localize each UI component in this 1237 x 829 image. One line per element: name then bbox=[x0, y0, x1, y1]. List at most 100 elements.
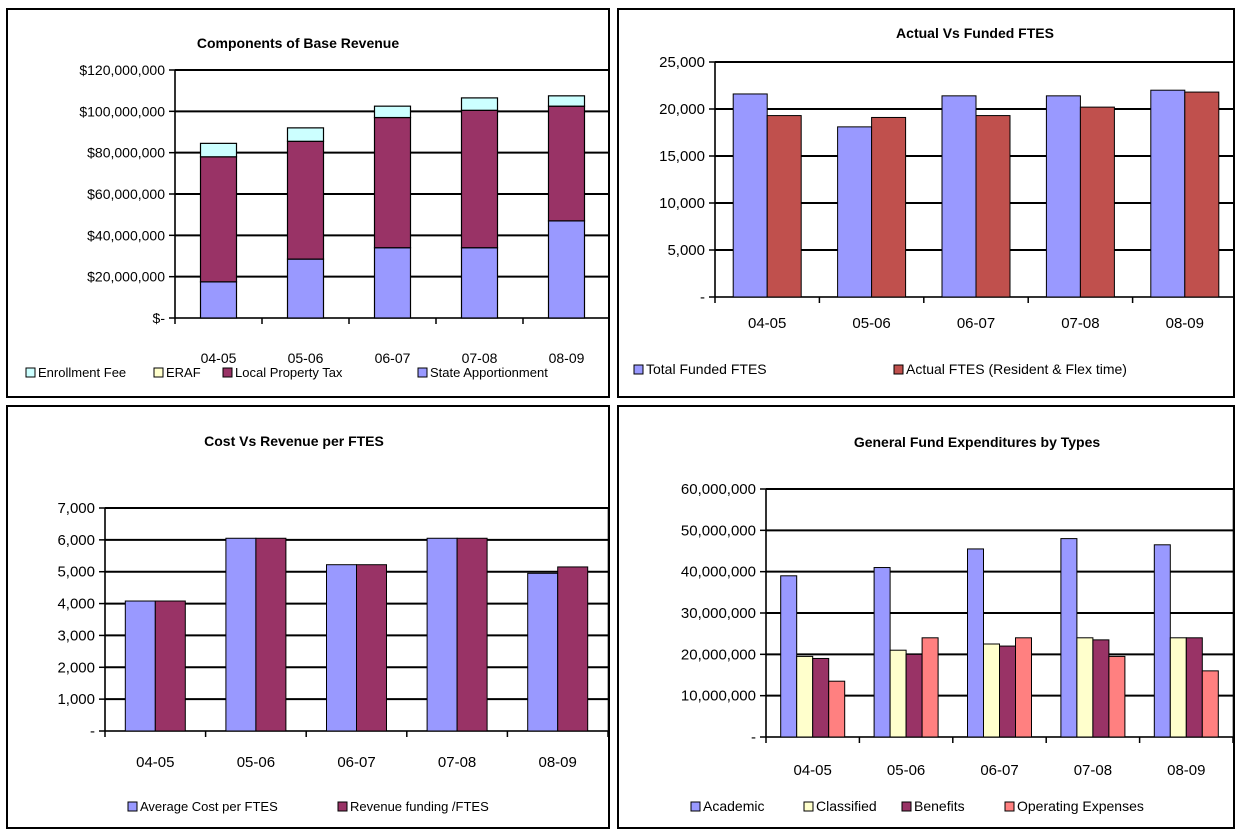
x-tick-label: 07-08 bbox=[1074, 762, 1112, 779]
cost-revenue-chart: Cost Vs Revenue per FTES - 1,000 2,000 3,00… bbox=[57, 433, 608, 814]
y-tick-label: 7,000 bbox=[57, 500, 95, 517]
y-tick-label: 30,000,000 bbox=[681, 605, 756, 622]
y-tick-label: 40,000,000 bbox=[681, 564, 756, 581]
x-tick-label: 08-09 bbox=[539, 754, 577, 771]
ftes-chart: Actual Vs Funded FTES - 5,000 10,000 15,000… bbox=[633, 25, 1233, 377]
bar bbox=[547, 95, 586, 107]
x-tick-label: 04-05 bbox=[794, 762, 832, 779]
bar bbox=[1169, 637, 1187, 738]
chart-panel-expenditures: General Fund Expenditures by Types - 10,0… bbox=[617, 405, 1235, 829]
bar bbox=[225, 537, 257, 732]
legend-swatch bbox=[417, 367, 428, 378]
x-tick-label: 06-07 bbox=[375, 350, 411, 366]
bar bbox=[456, 537, 488, 732]
legend-swatch bbox=[893, 364, 904, 375]
bar bbox=[1045, 95, 1081, 298]
x-tick-label: 04-05 bbox=[201, 350, 237, 366]
bar bbox=[373, 247, 412, 319]
chart-title: General Fund Expenditures by Types bbox=[854, 434, 1101, 450]
legend-label: Revenue funding /FTES bbox=[350, 799, 489, 814]
bar bbox=[199, 156, 238, 283]
y-tick-label: 3,000 bbox=[57, 627, 95, 644]
bar bbox=[999, 645, 1016, 738]
y-tick-label: $120,000,000 bbox=[79, 62, 165, 78]
bar bbox=[1153, 544, 1171, 738]
chart-title: Components of Base Revenue bbox=[197, 35, 399, 51]
legend-swatch bbox=[633, 364, 644, 375]
bar bbox=[812, 657, 830, 738]
x-tick-label: 07-08 bbox=[1061, 315, 1099, 332]
bar bbox=[557, 566, 589, 732]
bar bbox=[286, 140, 325, 260]
bar bbox=[1185, 637, 1203, 738]
legend-label: Benefits bbox=[914, 798, 965, 814]
y-tick-label: $60,000,000 bbox=[87, 186, 165, 202]
x-tick-label: 08-09 bbox=[1166, 315, 1204, 332]
legend-label: Academic bbox=[703, 798, 764, 814]
legend-label: Actual FTES (Resident & Flex time) bbox=[906, 361, 1127, 377]
bar bbox=[975, 115, 1011, 298]
bar bbox=[871, 116, 907, 298]
bar bbox=[460, 97, 499, 111]
bar bbox=[199, 281, 238, 319]
x-tick-label: 07-08 bbox=[462, 350, 498, 366]
bar bbox=[373, 105, 412, 119]
bar bbox=[796, 655, 814, 738]
y-tick-label: 4,000 bbox=[57, 596, 95, 613]
bar bbox=[1060, 538, 1078, 738]
bar bbox=[154, 600, 186, 732]
legend-label: Total Funded FTES bbox=[646, 361, 767, 377]
bar bbox=[1150, 89, 1186, 298]
x-tick-label: 08-09 bbox=[1167, 762, 1205, 779]
x-tick-label: 05-06 bbox=[887, 762, 925, 779]
y-tick-label: 15,000 bbox=[659, 148, 705, 165]
y-tick-label: 10,000 bbox=[659, 195, 705, 212]
legend-label: Average Cost per FTES bbox=[140, 799, 278, 814]
bar bbox=[124, 600, 156, 732]
y-tick-label: 5,000 bbox=[57, 564, 95, 581]
y-tick-label: - bbox=[90, 723, 95, 740]
y-tick-label: 5,000 bbox=[667, 242, 705, 259]
bar bbox=[426, 537, 458, 732]
y-tick-label: 25,000 bbox=[659, 54, 705, 71]
y-tick-label: - bbox=[751, 729, 756, 746]
legend-swatch bbox=[1004, 801, 1015, 812]
bar bbox=[1079, 106, 1115, 298]
chart-panel-base-revenue: Components of Base Revenue $- $20,000,000… bbox=[6, 8, 610, 398]
y-tick-label: 6,000 bbox=[57, 532, 95, 549]
y-tick-label: 1,000 bbox=[57, 691, 95, 708]
legend-swatch bbox=[337, 801, 348, 812]
y-tick-label: 20,000,000 bbox=[681, 646, 756, 663]
legend-swatch bbox=[127, 801, 138, 812]
legend-swatch bbox=[803, 801, 814, 812]
bar bbox=[527, 572, 559, 732]
base-revenue-chart: Components of Base Revenue $- $20,000,000… bbox=[25, 35, 608, 380]
bar bbox=[547, 220, 586, 319]
bar bbox=[373, 116, 412, 249]
y-tick-label: 10,000,000 bbox=[681, 688, 756, 705]
y-tick-label: 60,000,000 bbox=[681, 481, 756, 498]
bar bbox=[356, 564, 387, 732]
bar bbox=[732, 93, 768, 298]
chart-title: Actual Vs Funded FTES bbox=[896, 25, 1054, 41]
y-tick-label: 50,000,000 bbox=[681, 522, 756, 539]
bar bbox=[199, 142, 238, 158]
x-tick-label: 05-06 bbox=[237, 754, 275, 771]
y-tick-label: $80,000,000 bbox=[87, 145, 165, 161]
bar bbox=[460, 247, 499, 319]
x-tick-label: 05-06 bbox=[288, 350, 324, 366]
bar bbox=[286, 127, 325, 142]
x-tick-label: 07-08 bbox=[438, 754, 476, 771]
bar bbox=[905, 653, 923, 738]
bar bbox=[255, 537, 287, 732]
bar bbox=[1184, 91, 1220, 298]
x-tick-label: 06-07 bbox=[980, 762, 1018, 779]
bar bbox=[921, 637, 939, 738]
y-tick-label: $20,000,000 bbox=[87, 269, 165, 285]
bar bbox=[889, 649, 907, 738]
bar bbox=[967, 548, 984, 738]
bar bbox=[326, 564, 357, 732]
y-tick-label: 20,000 bbox=[659, 101, 705, 118]
bar bbox=[1092, 639, 1110, 738]
bar bbox=[837, 126, 873, 298]
